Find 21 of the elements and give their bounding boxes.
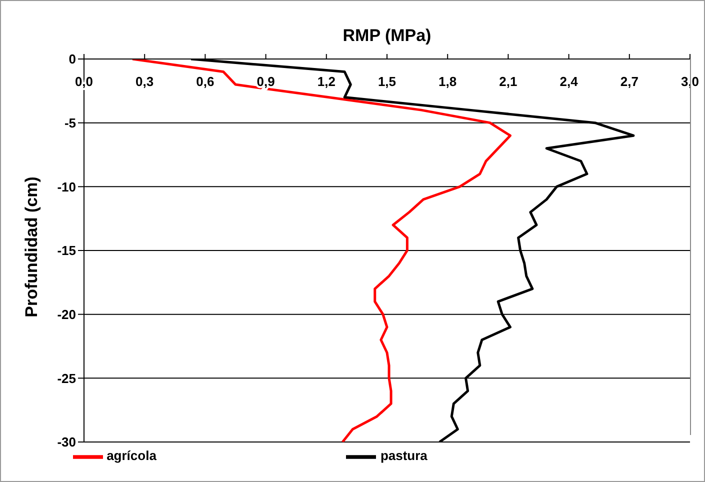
x-tick-label: 1,5	[378, 74, 396, 89]
y-tick-label: 0	[68, 52, 76, 67]
x-tick-label: 2,7	[620, 74, 638, 89]
y-tick-label: -10	[57, 179, 76, 194]
y-tick-label: -5	[64, 115, 76, 130]
x-tick-label: 0,3	[136, 74, 154, 89]
x-tick-label: 1,2	[317, 74, 336, 89]
x-tick-label: 2,1	[499, 74, 518, 89]
legend-label: pastura	[380, 448, 428, 464]
x-tick-label: 0,9	[256, 74, 275, 89]
x-tick-label: 1,8	[438, 74, 457, 89]
y-tick-label: -25	[57, 370, 76, 386]
y-tick-label: -20	[57, 306, 76, 322]
chart-title: RMP (MPa)	[342, 26, 432, 46]
x-tick-label: 2,4	[560, 74, 579, 89]
y-tick-label: -15	[57, 243, 76, 258]
legend-label: agrícola	[106, 448, 156, 464]
x-tick-label: 3,0	[680, 74, 700, 89]
x-tick-label: 0,6	[196, 74, 214, 89]
y-axis-title: Profundidad (cm)	[22, 176, 42, 318]
y-tick-label: -30	[57, 434, 76, 450]
